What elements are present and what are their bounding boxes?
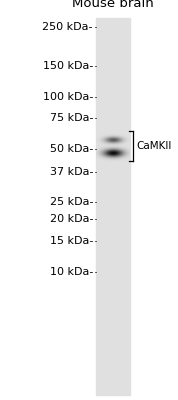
Text: 75 kDa-: 75 kDa- (49, 114, 93, 124)
Text: 37 kDa-: 37 kDa- (49, 168, 93, 178)
Text: 10 kDa-: 10 kDa- (50, 267, 93, 277)
Text: CaMKII: CaMKII (136, 141, 171, 151)
Text: 100 kDa-: 100 kDa- (43, 92, 93, 102)
Text: 20 kDa-: 20 kDa- (49, 214, 93, 224)
Text: Mouse brain: Mouse brain (72, 0, 154, 10)
Text: 15 kDa-: 15 kDa- (50, 236, 93, 246)
Text: 25 kDa-: 25 kDa- (49, 197, 93, 207)
Text: 50 kDa-: 50 kDa- (50, 144, 93, 154)
Bar (96, 18, 130, 395)
Text: 250 kDa-: 250 kDa- (43, 22, 93, 32)
Text: 150 kDa-: 150 kDa- (43, 61, 93, 71)
